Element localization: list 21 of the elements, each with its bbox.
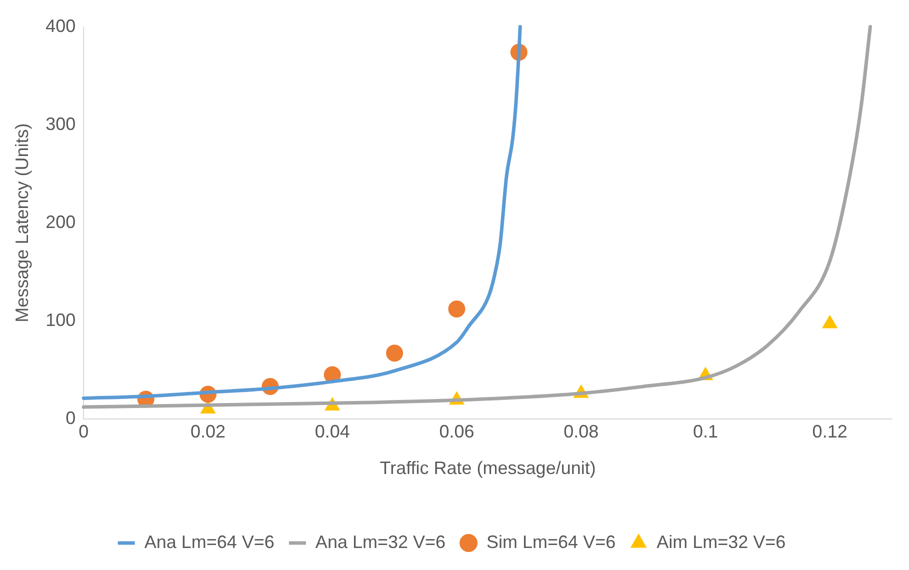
x-tick-label: 0.04 — [314, 422, 350, 442]
legend-label: Ana Lm=32 V=6 — [315, 532, 446, 552]
x-tick-label: 0.06 — [439, 422, 474, 442]
y-tick-label: 300 — [46, 114, 76, 134]
x-tick-label: 0.08 — [564, 422, 599, 442]
y-tick-label: 200 — [46, 212, 76, 232]
x-axis-title: Traffic Rate (message/unit) — [380, 458, 596, 478]
y-tick-label: 100 — [46, 310, 76, 330]
y-tick-label: 400 — [46, 16, 76, 36]
legend-label: Sim Lm=64 V=6 — [486, 532, 616, 552]
legend-label: Ana Lm=64 V=6 — [144, 532, 274, 552]
x-tick-label: 0 — [78, 422, 89, 442]
x-tick-label: 0.1 — [692, 422, 718, 442]
x-tick-label: 0.12 — [812, 422, 848, 442]
y-axis-title: Message Latency (Units) — [12, 123, 32, 322]
y-tick-label: 0 — [66, 408, 76, 428]
x-tick-label: 0.02 — [190, 422, 226, 442]
legend-label: Aim Lm=32 V=6 — [656, 532, 786, 552]
point — [448, 300, 466, 318]
point — [822, 315, 838, 328]
point — [386, 344, 404, 362]
